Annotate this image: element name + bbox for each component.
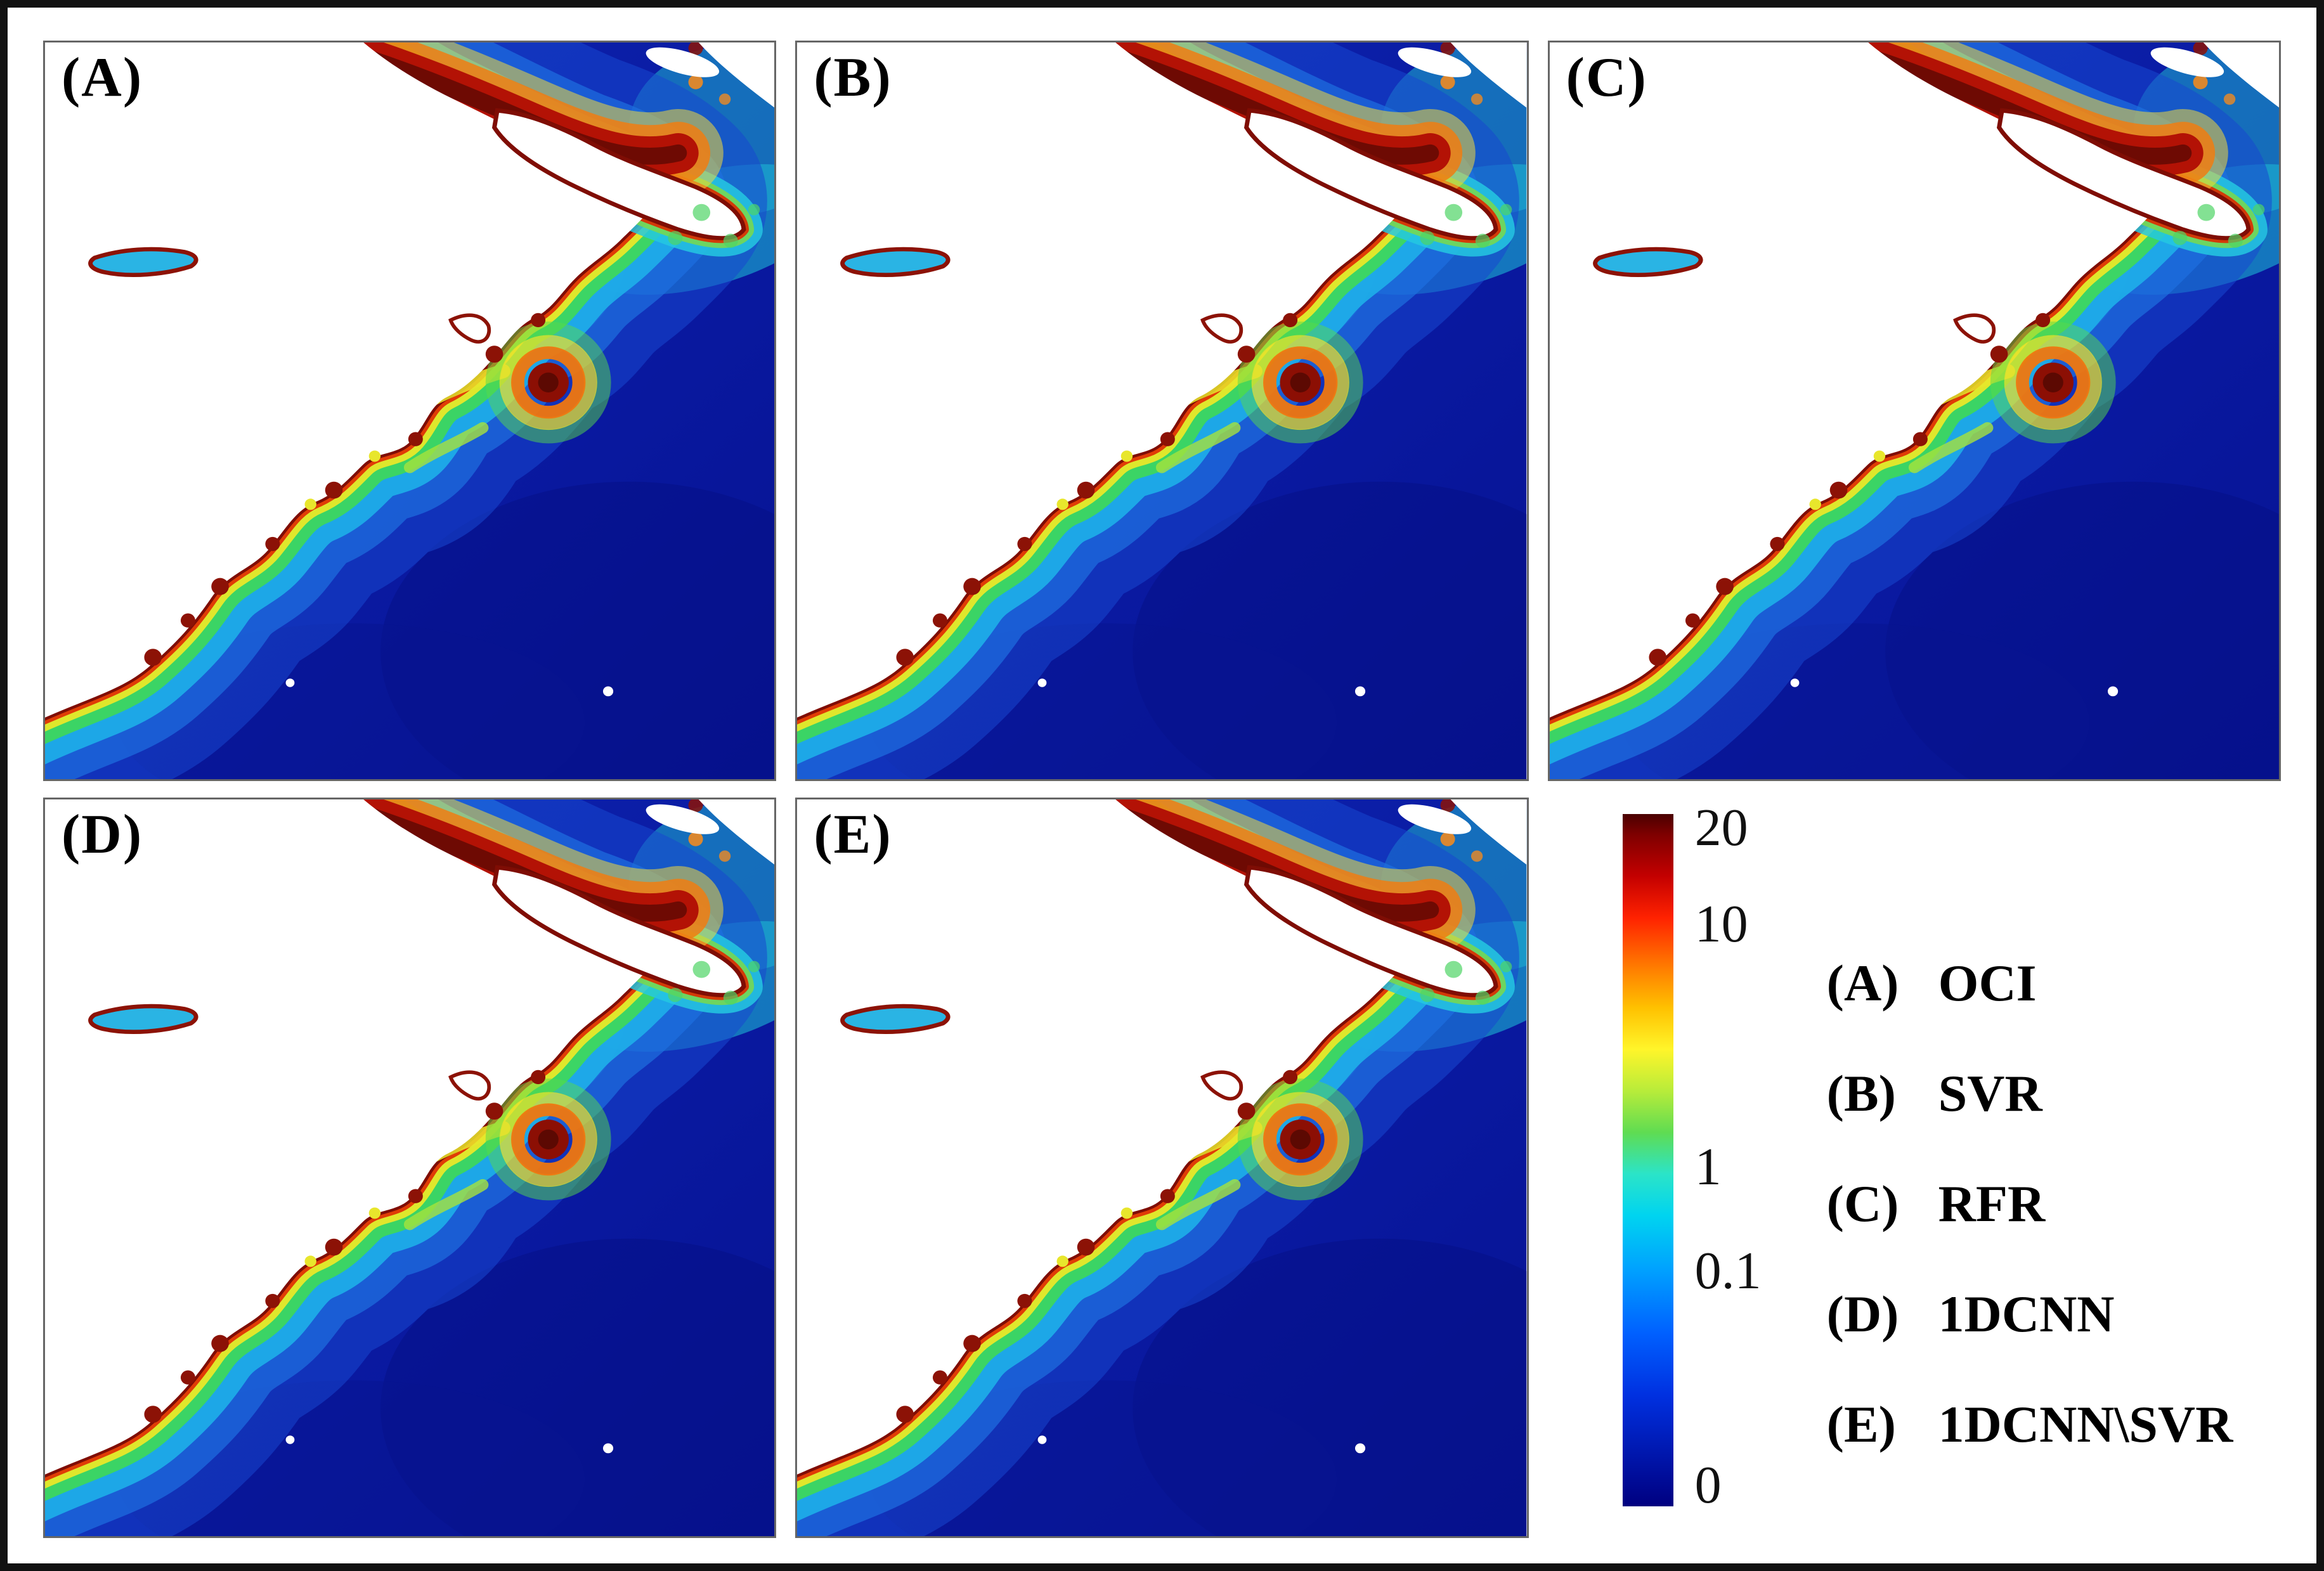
colorbar-tick-10: 10 (1694, 895, 1748, 954)
map-panel-d: (D) (43, 798, 777, 1538)
legend-label: 1DCNN\SVR (1938, 1395, 2233, 1453)
panel-label-e: (E) (814, 804, 892, 865)
legend-label: RFR (1938, 1175, 2046, 1232)
map-panel-b: (B) (795, 41, 1529, 781)
legend: 20 10 1 0.1 0 (A) OCI (B) SVR (C) RFR (D… (1547, 798, 2281, 1538)
panel-label-d: (D) (62, 804, 143, 865)
legend-key: (A) (1826, 954, 1899, 1012)
chlorophyll-map-d (45, 799, 774, 1536)
legend-key: (B) (1826, 1064, 1896, 1122)
chlorophyll-map-b (797, 42, 1526, 779)
panel-label-a: (A) (62, 47, 143, 108)
map-panel-e: (E) (795, 798, 1529, 1538)
legend-key: (E) (1826, 1395, 1896, 1453)
chlorophyll-map-c (1550, 42, 2279, 779)
legend-entry-svr: (B) SVR (1827, 1068, 2275, 1120)
colorbar-tick-0_1: 0.1 (1694, 1241, 1762, 1300)
legend-label: OCI (1938, 954, 2037, 1012)
legend-entry-1dcnn-svr: (E) 1DCNN\SVR (1827, 1399, 2275, 1451)
colorbar-tick-20: 20 (1694, 798, 1748, 857)
legend-key: (D) (1826, 1285, 1899, 1343)
map-panel-a: (A) (43, 41, 777, 781)
panel-label-c: (C) (1566, 47, 1647, 108)
colorbar (1622, 814, 1673, 1506)
panel-label-b: (B) (814, 47, 892, 108)
map-panel-c: (C) (1547, 41, 2281, 781)
legend-key: (C) (1826, 1175, 1899, 1232)
legend-label: SVR (1938, 1064, 2042, 1122)
colorbar-tick-1: 1 (1694, 1137, 1722, 1196)
legend-label: 1DCNN (1938, 1285, 2115, 1343)
legend-entry-rfr: (C) RFR (1827, 1178, 2275, 1230)
chlorophyll-map-e (797, 799, 1526, 1536)
colorbar-tick-0: 0 (1694, 1456, 1722, 1515)
legend-entry-1dcnn: (D) 1DCNN (1827, 1288, 2275, 1340)
chlorophyll-map-a (45, 42, 774, 779)
legend-entry-oci: (A) OCI (1827, 957, 2275, 1009)
legend-list: (A) OCI (B) SVR (C) RFR (D) 1DCNN (E) 1D… (1827, 957, 2275, 1451)
